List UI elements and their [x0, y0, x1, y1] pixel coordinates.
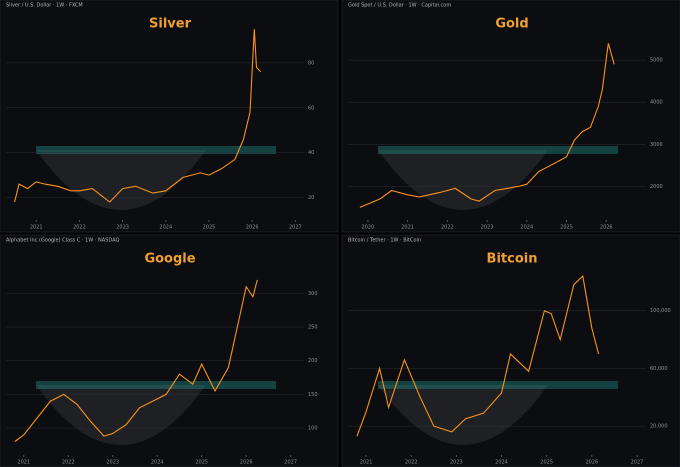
x-tick-label: 2021 [360, 460, 373, 466]
x-tick-label: 2024 [520, 225, 533, 231]
cup-shape [378, 150, 548, 210]
price-line [356, 274, 600, 437]
support-zone [378, 381, 618, 389]
x-tick-label: 2026 [246, 225, 259, 231]
x-tick-label: 2024 [495, 460, 508, 466]
y-tick-label: 200 [308, 358, 318, 364]
x-tick-label: 2026 [585, 460, 598, 466]
x-tick-label: 2021 [30, 225, 43, 231]
support-zone [378, 146, 618, 154]
chart-title: Gold [495, 17, 528, 32]
x-tick-label: 2023 [106, 460, 119, 466]
panel [341, 234, 680, 467]
chart-title: Bitcoin [487, 252, 538, 267]
y-tick-label: 40 [308, 150, 314, 156]
x-tick-label: 2024 [159, 225, 172, 231]
x-tick-label: 2020 [361, 225, 374, 231]
x-tick-label: 2021 [17, 460, 30, 466]
x-tick-label: 2022 [62, 460, 75, 466]
x-tick-label: 2027 [284, 460, 297, 466]
y-tick-label: 300 [308, 291, 318, 297]
y-tick-label: 250 [308, 325, 318, 331]
x-tick-label: 2024 [151, 460, 164, 466]
x-tick-label: 2022 [405, 460, 418, 466]
y-tick-label: 3000 [650, 142, 663, 148]
x-tick-label: 2025 [540, 460, 553, 466]
y-tick-label: 20 [308, 195, 314, 201]
y-tick-label: 4000 [650, 100, 663, 106]
x-tick-label: 2023 [481, 225, 494, 231]
cup-shape [36, 385, 206, 445]
panel [0, 234, 339, 467]
chart-title: Silver [149, 17, 192, 32]
panel [0, 0, 339, 233]
y-tick-label: 60 [308, 105, 314, 111]
x-tick-label: 2027 [631, 460, 644, 466]
y-tick-label: 20,000 [650, 424, 668, 430]
cup-shape [378, 385, 548, 445]
x-tick-label: 2026 [600, 225, 613, 231]
chart-title: Google [144, 252, 195, 267]
chart-subtitle: Gold Spot / U.S. Dollar · 1W · Capital.c… [348, 3, 451, 9]
x-tick-label: 2022 [73, 225, 86, 231]
x-tick-label: 2025 [560, 225, 573, 231]
panel [341, 0, 680, 233]
x-tick-label: 2026 [240, 460, 253, 466]
x-tick-label: 2023 [450, 460, 463, 466]
x-tick-label: 2025 [203, 225, 216, 231]
x-tick-label: 2022 [441, 225, 454, 231]
y-tick-label: 2000 [650, 184, 663, 190]
chart-subtitle: Bitcoin / Tether · 1W · BitCoin [348, 238, 421, 244]
cup-shape [36, 150, 206, 210]
chart-subtitle: Silver / U.S. Dollar · 1W · FXCM [6, 3, 83, 9]
price-line [14, 279, 258, 442]
x-tick-label: 2021 [401, 225, 414, 231]
y-tick-label: 80 [308, 60, 314, 66]
price-line [14, 29, 262, 203]
y-tick-label: 60,000 [650, 366, 668, 372]
x-tick-label: 2023 [116, 225, 129, 231]
y-tick-label: 150 [308, 392, 318, 398]
support-zone [36, 146, 276, 154]
x-tick-label: 2027 [289, 225, 302, 231]
chart-subtitle: Alphabet Inc (Google) Class C · 1W · NAS… [6, 238, 119, 244]
y-tick-label: 100,000 [650, 308, 671, 314]
x-tick-label: 2025 [195, 460, 208, 466]
price-line [359, 43, 615, 208]
support-zone [36, 381, 276, 389]
y-tick-label: 5000 [650, 58, 663, 64]
y-tick-label: 100 [308, 426, 318, 432]
